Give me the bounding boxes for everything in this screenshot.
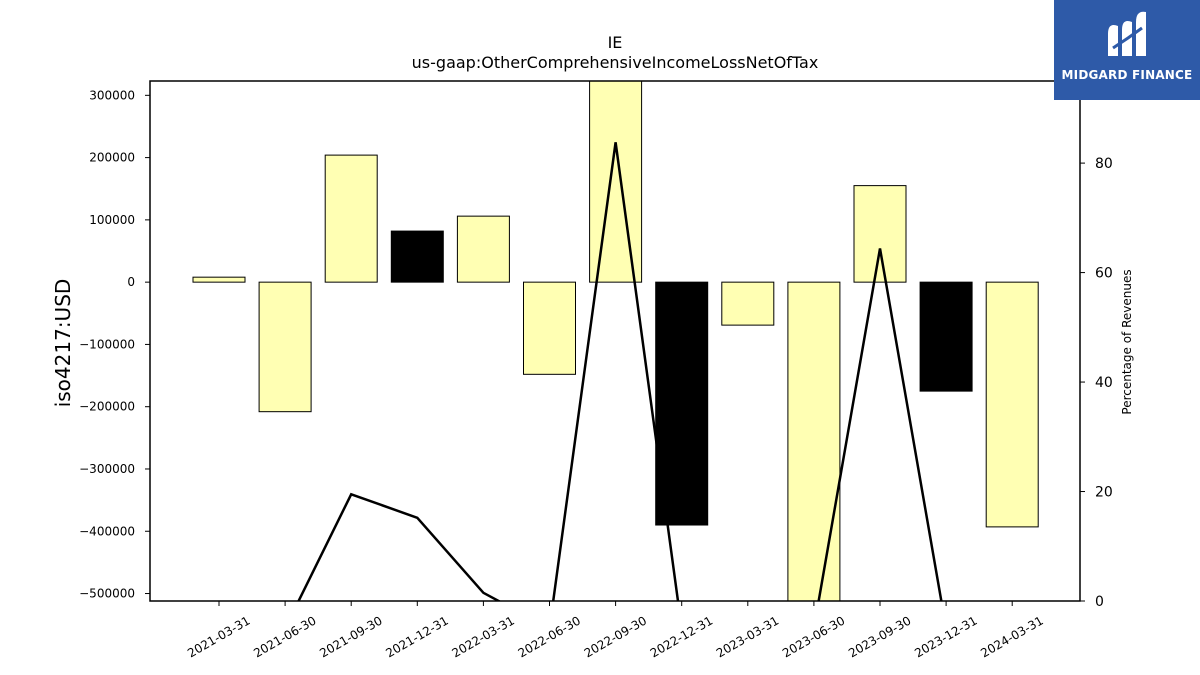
bar bbox=[523, 281, 576, 375]
x-tick-label: 2021-09-30 bbox=[317, 613, 384, 660]
bar bbox=[721, 281, 775, 326]
x-axis: 2021-03-312021-06-302021-09-302021-12-31… bbox=[185, 601, 1046, 660]
y-tick-label: 200000 bbox=[89, 151, 135, 165]
y2-tick-label: 0 bbox=[1095, 594, 1104, 610]
bar bbox=[985, 281, 1039, 528]
bar bbox=[192, 276, 246, 283]
y-axis-label: iso4217:USD bbox=[51, 279, 75, 408]
brand-name: MIDGARD FINANCE bbox=[1061, 68, 1193, 82]
y-tick-label: −500000 bbox=[79, 587, 135, 601]
y-tick-label: −300000 bbox=[79, 462, 135, 476]
percentage-line bbox=[297, 142, 943, 601]
y2-tick-label: 80 bbox=[1095, 156, 1113, 172]
bar bbox=[324, 154, 378, 283]
chart-title: IE bbox=[608, 33, 623, 52]
y2-axis-label: Percentage of Revenues bbox=[1120, 269, 1134, 414]
line-layer bbox=[297, 142, 943, 601]
bar bbox=[853, 185, 907, 283]
y-tick-label: 300000 bbox=[89, 88, 135, 102]
x-tick-label: 2021-03-31 bbox=[185, 613, 252, 660]
x-tick-label: 2023-12-31 bbox=[912, 613, 979, 660]
bars-layer bbox=[192, 81, 1039, 601]
x-tick-label: 2022-12-31 bbox=[648, 613, 715, 660]
x-tick-label: 2024-03-31 bbox=[978, 613, 1045, 660]
x-tick-label: 2023-03-31 bbox=[714, 613, 781, 660]
bar bbox=[787, 281, 841, 601]
bar bbox=[919, 281, 973, 392]
y-axis: 300000 200000 100000 0 −100000 −200000 −300000… bbox=[79, 88, 150, 601]
x-tick-label: 2022-03-31 bbox=[449, 613, 516, 660]
bar bbox=[390, 230, 444, 283]
bar bbox=[456, 215, 510, 283]
x-tick-label: 2022-06-30 bbox=[516, 613, 583, 660]
y-tick-label: 100000 bbox=[89, 213, 135, 227]
y-tick-label: −100000 bbox=[79, 337, 135, 351]
x-tick-label: 2021-12-31 bbox=[383, 613, 450, 660]
y-tick-label: −200000 bbox=[79, 400, 135, 414]
y2-axis: 80 60 40 20 0 bbox=[1080, 156, 1113, 610]
bar bbox=[655, 281, 709, 526]
y2-tick-label: 60 bbox=[1095, 266, 1113, 282]
chart-subtitle: us-gaap:OtherComprehensiveIncomeLossNetO… bbox=[412, 53, 819, 72]
y2-tick-label: 20 bbox=[1095, 485, 1113, 501]
plot-frame bbox=[149, 80, 1081, 602]
brand-logo: MIDGARD FINANCE bbox=[1054, 0, 1200, 100]
bar bbox=[589, 81, 643, 283]
x-tick-label: 2023-06-30 bbox=[780, 613, 847, 660]
midgard-m-logo-icon bbox=[1108, 11, 1146, 56]
y-tick-label: 0 bbox=[127, 275, 135, 289]
x-tick-label: 2023-09-30 bbox=[846, 613, 913, 660]
y-tick-label: −400000 bbox=[79, 524, 135, 538]
y2-tick-label: 40 bbox=[1095, 375, 1113, 391]
x-tick-label: 2022-09-30 bbox=[582, 613, 649, 660]
x-tick-label: 2021-06-30 bbox=[251, 613, 318, 660]
bar bbox=[258, 281, 312, 413]
